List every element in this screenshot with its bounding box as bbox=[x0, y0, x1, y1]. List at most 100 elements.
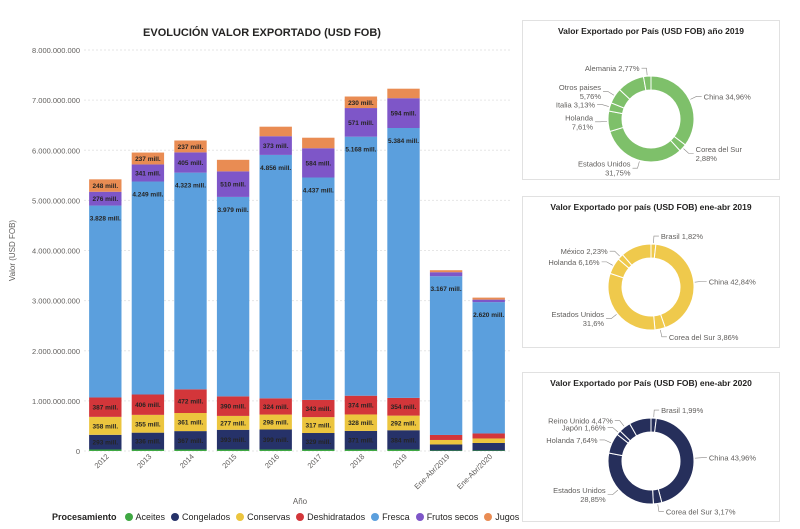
bar-segment[interactable] bbox=[302, 449, 335, 451]
bar-segment[interactable] bbox=[259, 398, 292, 415]
pie-slice-label: Brasil 1,99% bbox=[661, 406, 703, 415]
pie-slice-label: Corea del Sur 2,88% bbox=[696, 145, 743, 163]
bar-segment[interactable] bbox=[89, 416, 122, 435]
bar-segment[interactable] bbox=[131, 449, 165, 451]
bar-segment[interactable] bbox=[89, 449, 122, 451]
bar-segment[interactable] bbox=[429, 439, 463, 445]
bar-segment[interactable] bbox=[131, 164, 165, 182]
bar-segment[interactable] bbox=[216, 159, 250, 172]
bar-segment[interactable] bbox=[174, 152, 207, 173]
bar-segment[interactable] bbox=[89, 205, 122, 398]
bar-segment[interactable] bbox=[344, 136, 378, 396]
bar-segment[interactable] bbox=[429, 450, 463, 451]
bar-segment[interactable] bbox=[302, 417, 335, 434]
legend-item[interactable]: Jugos bbox=[484, 512, 519, 522]
bar-segment[interactable] bbox=[174, 413, 207, 432]
bar-segment[interactable] bbox=[216, 171, 250, 197]
bar-segment[interactable] bbox=[302, 177, 335, 400]
bar-segment[interactable] bbox=[259, 449, 292, 451]
bar-segment[interactable] bbox=[259, 154, 292, 399]
bar-segment[interactable] bbox=[344, 414, 378, 431]
bar-segment[interactable] bbox=[387, 98, 420, 128]
pie-slice[interactable] bbox=[642, 75, 652, 92]
pie-slice[interactable] bbox=[654, 417, 695, 504]
bar-segment[interactable] bbox=[429, 276, 463, 435]
pie-slice-label-line: Brasil 1,99% bbox=[661, 406, 703, 415]
legend-item[interactable]: Deshidratados bbox=[296, 512, 365, 522]
legend-item[interactable]: Fresca bbox=[371, 512, 410, 522]
x-tick-label: Ene-Abr/2019 bbox=[412, 452, 451, 491]
bar-segment[interactable] bbox=[259, 414, 292, 430]
bar-segment[interactable] bbox=[174, 449, 207, 451]
bar-segment[interactable] bbox=[387, 449, 420, 451]
bar-segment[interactable] bbox=[429, 434, 463, 440]
bar-segment[interactable] bbox=[344, 395, 378, 415]
bar-segment[interactable] bbox=[216, 396, 250, 416]
bar-segment[interactable] bbox=[302, 399, 335, 418]
bar-segment[interactable] bbox=[344, 108, 378, 137]
bar-segment[interactable] bbox=[89, 179, 122, 192]
bar-segment[interactable] bbox=[472, 299, 505, 303]
y-tick-label: 7.000.000.000 bbox=[32, 96, 80, 105]
bar-segment[interactable] bbox=[131, 152, 165, 165]
pie-slice-label: Brasil 1,82% bbox=[661, 232, 703, 241]
chart-title: EVOLUCIÓN VALOR EXPORTADO (USD FOB) bbox=[143, 26, 381, 39]
bar-segment[interactable] bbox=[174, 431, 207, 450]
pie-slice[interactable] bbox=[628, 417, 652, 437]
pie-slice[interactable] bbox=[607, 452, 654, 505]
bar-segment[interactable] bbox=[174, 172, 207, 390]
bar-segment[interactable] bbox=[387, 397, 420, 416]
bar-segment[interactable] bbox=[89, 191, 122, 206]
bar-segment[interactable] bbox=[89, 434, 122, 450]
legend-item[interactable]: Aceites bbox=[124, 512, 165, 522]
pie-slice[interactable] bbox=[607, 272, 656, 331]
data-label: 571 mill. bbox=[348, 120, 374, 127]
bar-segment[interactable] bbox=[472, 302, 505, 434]
bar-segment[interactable] bbox=[259, 429, 292, 450]
bar-segment[interactable] bbox=[302, 433, 335, 450]
pie-slice-label: Reino Unido 4,47% bbox=[548, 417, 613, 426]
legend-item[interactable]: Congelados bbox=[171, 512, 230, 522]
bar-segment[interactable] bbox=[429, 272, 463, 277]
bar-segment[interactable] bbox=[387, 415, 420, 431]
legend-swatch bbox=[296, 513, 305, 521]
bar-segment[interactable] bbox=[89, 397, 122, 417]
legend-item[interactable]: Conservas bbox=[236, 512, 290, 522]
pie-slice[interactable] bbox=[607, 110, 624, 133]
bar-segment[interactable] bbox=[216, 449, 250, 451]
bar-segment[interactable] bbox=[302, 137, 335, 149]
bar-segment[interactable] bbox=[174, 140, 207, 153]
bar-segment[interactable] bbox=[131, 432, 165, 450]
legend-item[interactable]: Frutos secos bbox=[415, 512, 478, 522]
bar-segment[interactable] bbox=[259, 136, 292, 155]
bar-segment[interactable] bbox=[131, 414, 165, 433]
bar-segment[interactable] bbox=[472, 450, 505, 451]
pie-slice[interactable] bbox=[621, 243, 652, 266]
pie-slice[interactable] bbox=[609, 126, 681, 163]
leader-line bbox=[653, 235, 659, 244]
bar-segment[interactable] bbox=[216, 429, 250, 450]
bar-segment[interactable] bbox=[344, 96, 378, 109]
bar-segment[interactable] bbox=[131, 181, 165, 395]
bar-segment[interactable] bbox=[344, 449, 378, 451]
bar-segment[interactable] bbox=[387, 430, 420, 450]
data-label: 371 mill. bbox=[348, 438, 374, 445]
bar-segment[interactable] bbox=[344, 430, 378, 450]
bar-segment[interactable] bbox=[259, 126, 292, 137]
bar-segment[interactable] bbox=[216, 415, 250, 430]
bar-segment[interactable] bbox=[387, 127, 420, 398]
bar-segment[interactable] bbox=[429, 444, 463, 451]
bar-segment[interactable] bbox=[472, 433, 505, 439]
bar-segment[interactable] bbox=[472, 442, 505, 451]
bar-segment[interactable] bbox=[216, 196, 250, 397]
bar-segment[interactable] bbox=[174, 389, 207, 414]
pie-slice[interactable] bbox=[650, 75, 695, 146]
pie-slice-label: México 2,23% bbox=[561, 247, 608, 256]
bar-segment[interactable] bbox=[472, 438, 505, 443]
leader-line bbox=[607, 427, 619, 433]
bar-segment[interactable] bbox=[302, 148, 335, 178]
bar-segment[interactable] bbox=[472, 297, 505, 300]
bar-segment[interactable] bbox=[387, 88, 420, 99]
bar-segment[interactable] bbox=[131, 394, 165, 415]
bar-segment[interactable] bbox=[429, 270, 463, 273]
